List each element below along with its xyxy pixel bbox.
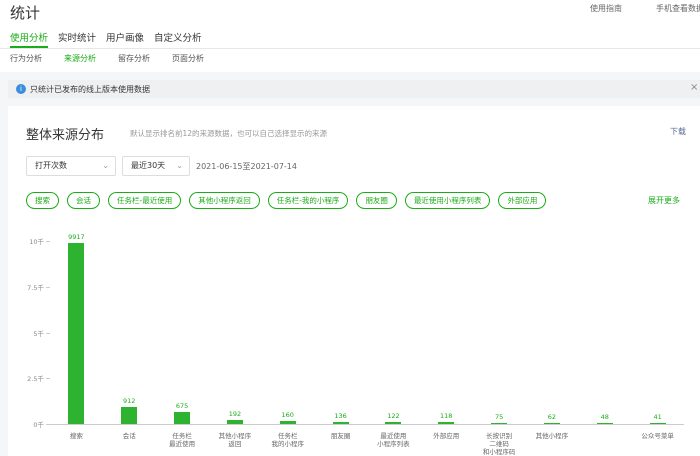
x-tick-label: 会话 bbox=[122, 432, 136, 440]
y-tick bbox=[46, 241, 50, 242]
subtab[interactable]: 来源分析 bbox=[64, 54, 96, 63]
bar bbox=[649, 423, 666, 424]
y-tick bbox=[46, 378, 50, 380]
y-tick-label: 0千 bbox=[33, 421, 44, 429]
subtab[interactable]: 行为分析 bbox=[10, 54, 42, 63]
source-pill[interactable]: 任务栏-最近使用 bbox=[108, 192, 182, 209]
download-link[interactable]: 下载 bbox=[670, 127, 686, 136]
x-tick-label: 长按识别 二维码 和小程序码 bbox=[482, 432, 516, 456]
y-tick bbox=[46, 424, 50, 425]
bar bbox=[226, 420, 243, 424]
value-label: 62 bbox=[547, 412, 557, 421]
card: 整体来源分布 默认显示排名前12的来源数据，也可以自己选择显示的来源 下载 打开… bbox=[8, 106, 700, 456]
value-label: 122 bbox=[387, 411, 400, 420]
value-label: 912 bbox=[123, 397, 136, 406]
tab[interactable]: 实时统计 bbox=[58, 33, 97, 44]
page-title: 统计 bbox=[10, 4, 41, 22]
value-label: 41 bbox=[653, 413, 662, 422]
bar bbox=[121, 407, 138, 424]
value-label: 675 bbox=[175, 401, 189, 410]
value-label: 9917 bbox=[68, 232, 85, 241]
source-pill[interactable]: 朋友圈 bbox=[356, 192, 397, 209]
notice-text: 只统计已发布的线上版本使用数据 bbox=[30, 85, 150, 94]
source-pill[interactable]: 外部应用 bbox=[498, 192, 547, 209]
tab-underline bbox=[10, 46, 49, 48]
bar bbox=[68, 242, 85, 424]
x-tick-label: 搜索 bbox=[69, 432, 83, 440]
source-pill[interactable]: 会话 bbox=[67, 192, 100, 209]
value-label: 118 bbox=[440, 411, 453, 420]
select-text: 最近30天 bbox=[131, 161, 166, 170]
date-range: 2021-06-15至2021-07-14 bbox=[196, 162, 297, 171]
y-tick-label: 7.5千 bbox=[27, 283, 44, 292]
value-label: 160 bbox=[281, 411, 294, 420]
card-subtitle: 默认显示排名前12的来源数据，也可以自己选择显示的来源 bbox=[130, 129, 328, 138]
x-tick-label: 其他小程序 bbox=[535, 432, 569, 440]
expand-more[interactable]: 展开更多 bbox=[648, 196, 680, 205]
tab[interactable]: 用户画像 bbox=[106, 33, 145, 44]
tab[interactable]: 使用分析 bbox=[10, 33, 49, 44]
x-tick-label: 任务栏 我的小程序 bbox=[271, 432, 305, 448]
card-title: 整体来源分布 bbox=[26, 128, 105, 143]
x-axis bbox=[50, 424, 684, 425]
help-link[interactable]: 使用指南 bbox=[590, 4, 622, 13]
subtab[interactable]: 页面分析 bbox=[172, 54, 204, 63]
metric-select[interactable]: 打开次数 ⌄ bbox=[26, 156, 116, 176]
bar bbox=[438, 421, 455, 424]
value-label: 192 bbox=[228, 410, 242, 419]
y-tick-label: 2.5千 bbox=[27, 375, 44, 384]
x-tick-label: 朋友圈 bbox=[330, 432, 351, 440]
value-label: 75 bbox=[494, 412, 504, 421]
source-pill[interactable]: 其他小程序返回 bbox=[189, 192, 260, 209]
bar bbox=[385, 421, 402, 424]
x-tick-label: 公众号菜单 bbox=[641, 432, 674, 440]
x-tick-label: 其他小程序 返回 bbox=[218, 432, 252, 448]
notice-bar: i 只统计已发布的线上版本使用数据 × bbox=[8, 80, 700, 98]
tab[interactable]: 自定义分析 bbox=[154, 33, 202, 44]
select-text: 打开次数 bbox=[35, 161, 67, 170]
y-tick-label: 5千 bbox=[33, 329, 44, 338]
x-tick-label: 任务栏 最近使用 bbox=[169, 432, 196, 448]
period-select[interactable]: 最近30天 ⌄ bbox=[122, 156, 190, 176]
y-tick-label: 10千 bbox=[29, 238, 44, 246]
subtab[interactable]: 留存分析 bbox=[118, 54, 150, 63]
value-label: 136 bbox=[334, 411, 347, 420]
y-tick bbox=[46, 286, 50, 288]
x-tick-label: 外部应用 bbox=[433, 432, 460, 440]
bar bbox=[332, 421, 349, 424]
source-pill[interactable]: 最近使用小程序列表 bbox=[404, 192, 491, 209]
bar bbox=[596, 423, 613, 424]
bar bbox=[279, 421, 296, 424]
bar bbox=[543, 422, 560, 424]
x-tick-label: 最近使用 小程序列表 bbox=[377, 432, 410, 448]
top-bar: 统计 使用指南 手机查看数据 使用分析 实时统计 用户画像 自定义分析 行为分析 来源分… bbox=[0, 0, 700, 72]
bar bbox=[491, 422, 508, 424]
bar bbox=[174, 411, 191, 424]
source-pill[interactable]: 任务栏-我的小程序 bbox=[267, 192, 349, 209]
value-label: 48 bbox=[600, 413, 609, 422]
mobile-link[interactable]: 手机查看数据 bbox=[656, 4, 700, 13]
close-button[interactable]: × bbox=[690, 82, 699, 93]
y-tick bbox=[46, 332, 50, 334]
source-pill[interactable]: 搜索 bbox=[26, 192, 59, 209]
